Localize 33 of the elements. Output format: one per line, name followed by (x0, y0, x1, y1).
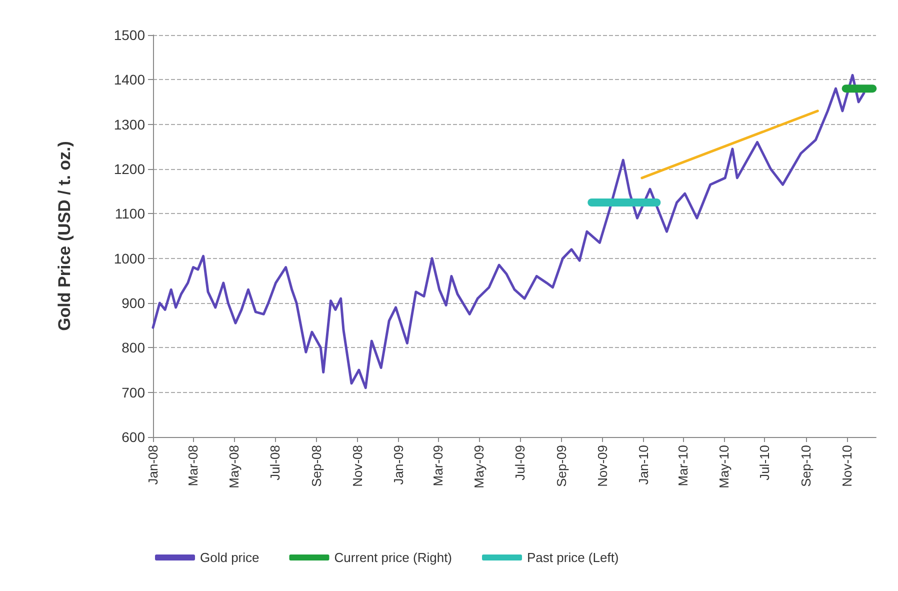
x-tick-label: Mar-09 (430, 445, 446, 486)
y-tick-label: 1400 (114, 72, 146, 88)
x-tick-label: Sep-08 (309, 445, 324, 487)
x-tick-label: Jul-08 (268, 445, 283, 480)
y-tick-label: 1200 (114, 161, 146, 177)
y-tick-label: 1500 (114, 27, 146, 43)
x-tick-label: Mar-08 (186, 445, 201, 486)
x-tick-label: Jan-09 (390, 445, 406, 485)
legend-label: Gold price (200, 550, 260, 565)
x-tick-label: Sep-10 (798, 445, 814, 487)
line-series (152, 74, 866, 390)
y-tick-label: 600 (122, 429, 146, 445)
y-tick-label: 1100 (114, 206, 146, 222)
x-tick-label: Jul-10 (757, 445, 772, 480)
x-tick-label: Nov-08 (350, 445, 366, 487)
legend-label: Past price (Left) (527, 550, 619, 565)
y-tick-label: 900 (122, 295, 146, 311)
x-tick-label: Jan-10 (636, 445, 651, 485)
x-tick-label: Jul-09 (512, 445, 528, 480)
y-tick-label: 700 (122, 384, 146, 400)
y-tick-label: 800 (122, 340, 146, 356)
x-tick-label: Nov-09 (594, 445, 610, 487)
x-tick-label: Jan-08 (146, 445, 160, 485)
x-tick-label: May-08 (226, 445, 242, 488)
y-tick-label: 1300 (114, 116, 146, 132)
x-tick-label: Nov-10 (840, 445, 855, 487)
legend-label: Current price (Right) (334, 550, 452, 565)
x-tick-label: Mar-10 (675, 445, 690, 486)
x-tick-label: Sep-09 (554, 445, 569, 487)
x-tick-label: May-10 (716, 445, 732, 488)
x-tick-label: May-09 (471, 445, 486, 488)
y-axis-title: Gold Price (USD / t. oz.) (55, 141, 74, 331)
y-tick-label: 1000 (114, 250, 146, 266)
